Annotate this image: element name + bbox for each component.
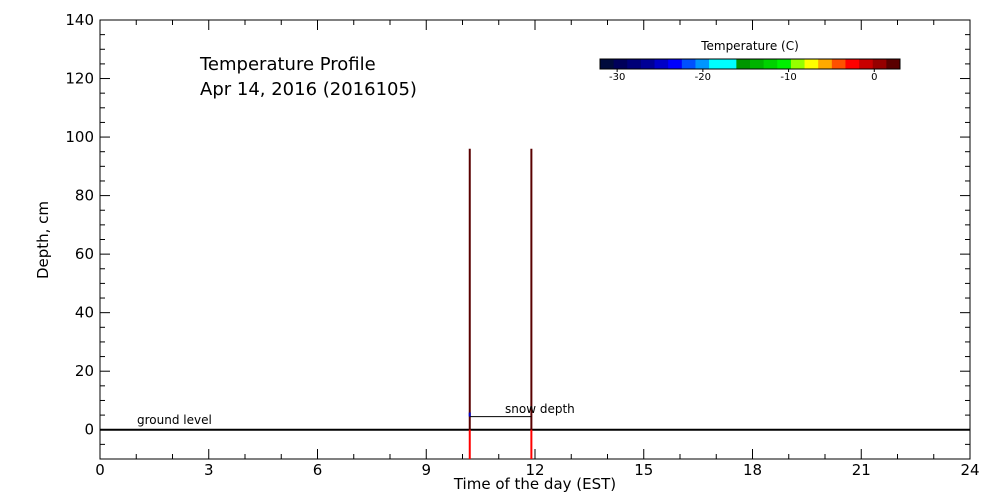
colorbar-segment [695,59,710,69]
temperature-colorbar: Temperature (C) -30 -20 -10 0 [599,39,901,83]
colorbar-segment [681,59,696,69]
colorbar-segment [777,59,792,69]
colorbar-segment [640,59,656,69]
axis-ticks [99,19,971,460]
colorbar-tick-label: -30 [609,72,625,83]
y-tick-label: 60 [75,245,94,263]
colorbar-segment [722,59,737,69]
data-marks [100,148,970,459]
colorbar-segment [872,59,887,69]
colorbar-segment [804,59,819,69]
y-axis-label: Depth, cm [34,201,52,279]
colorbar-segment [627,59,642,69]
colorbar-segment [763,59,778,69]
x-tick-label: 15 [634,461,653,479]
colorbar-segment [750,59,765,69]
colorbar-title: Temperature (C) [700,39,799,53]
colorbar-tick-label: 0 [871,72,877,83]
colorbar-segment [668,59,683,69]
colorbar-segment [654,59,669,69]
colorbar-segment [845,59,860,69]
snow-depth-label: snow depth [505,402,575,416]
y-tick-label: 20 [75,362,94,380]
x-tick-label: 0 [95,461,105,479]
colorbar-segment [600,59,615,69]
colorbar-segment [831,59,846,69]
colorbar-tick-label: -20 [695,72,711,83]
colorbar-segment [790,59,806,69]
y-tick-label: 80 [75,187,94,205]
ground-level-label: ground level [137,413,212,427]
colorbar-tick-label: -10 [780,72,796,83]
colorbar-segment [818,59,833,69]
colorbar-border [599,58,901,70]
x-tick-label: 12 [525,461,544,479]
x-tick-label: 24 [960,461,979,479]
axis-tick-labels: 0 3 6 9 12 15 18 21 24 0 20 40 60 80 100 120 140 [65,11,979,479]
x-tick-label: 6 [313,461,323,479]
colorbar-segment [613,59,628,69]
y-tick-label: 0 [84,421,94,439]
y-tick-label: 40 [75,304,94,322]
colorbar-segment [859,59,874,69]
x-tick-label: 9 [421,461,431,479]
chart-subtitle: Apr 14, 2016 (2016105) [200,79,417,100]
y-tick-label: 100 [65,128,94,146]
colorbar-segment [736,59,751,69]
x-tick-label: 21 [852,461,871,479]
colorbar-segment [886,59,901,69]
x-axis-label: Time of the day (EST) [453,475,616,493]
y-tick-label: 120 [65,70,94,88]
x-tick-label: 18 [743,461,762,479]
x-tick-label: 3 [204,461,214,479]
chart-title: Temperature Profile [199,54,376,75]
colorbar-segment [709,59,724,69]
y-tick-label: 140 [65,11,94,29]
